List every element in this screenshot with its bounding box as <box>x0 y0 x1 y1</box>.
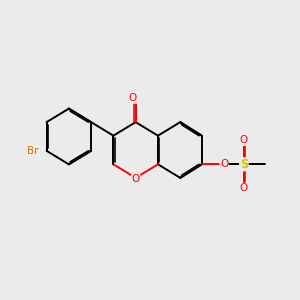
Text: O: O <box>132 174 140 184</box>
Text: O: O <box>128 93 136 103</box>
Text: O: O <box>239 136 247 146</box>
Text: O: O <box>239 183 247 193</box>
Text: Br: Br <box>27 146 38 156</box>
Text: O: O <box>220 159 228 169</box>
Text: S: S <box>240 158 248 171</box>
